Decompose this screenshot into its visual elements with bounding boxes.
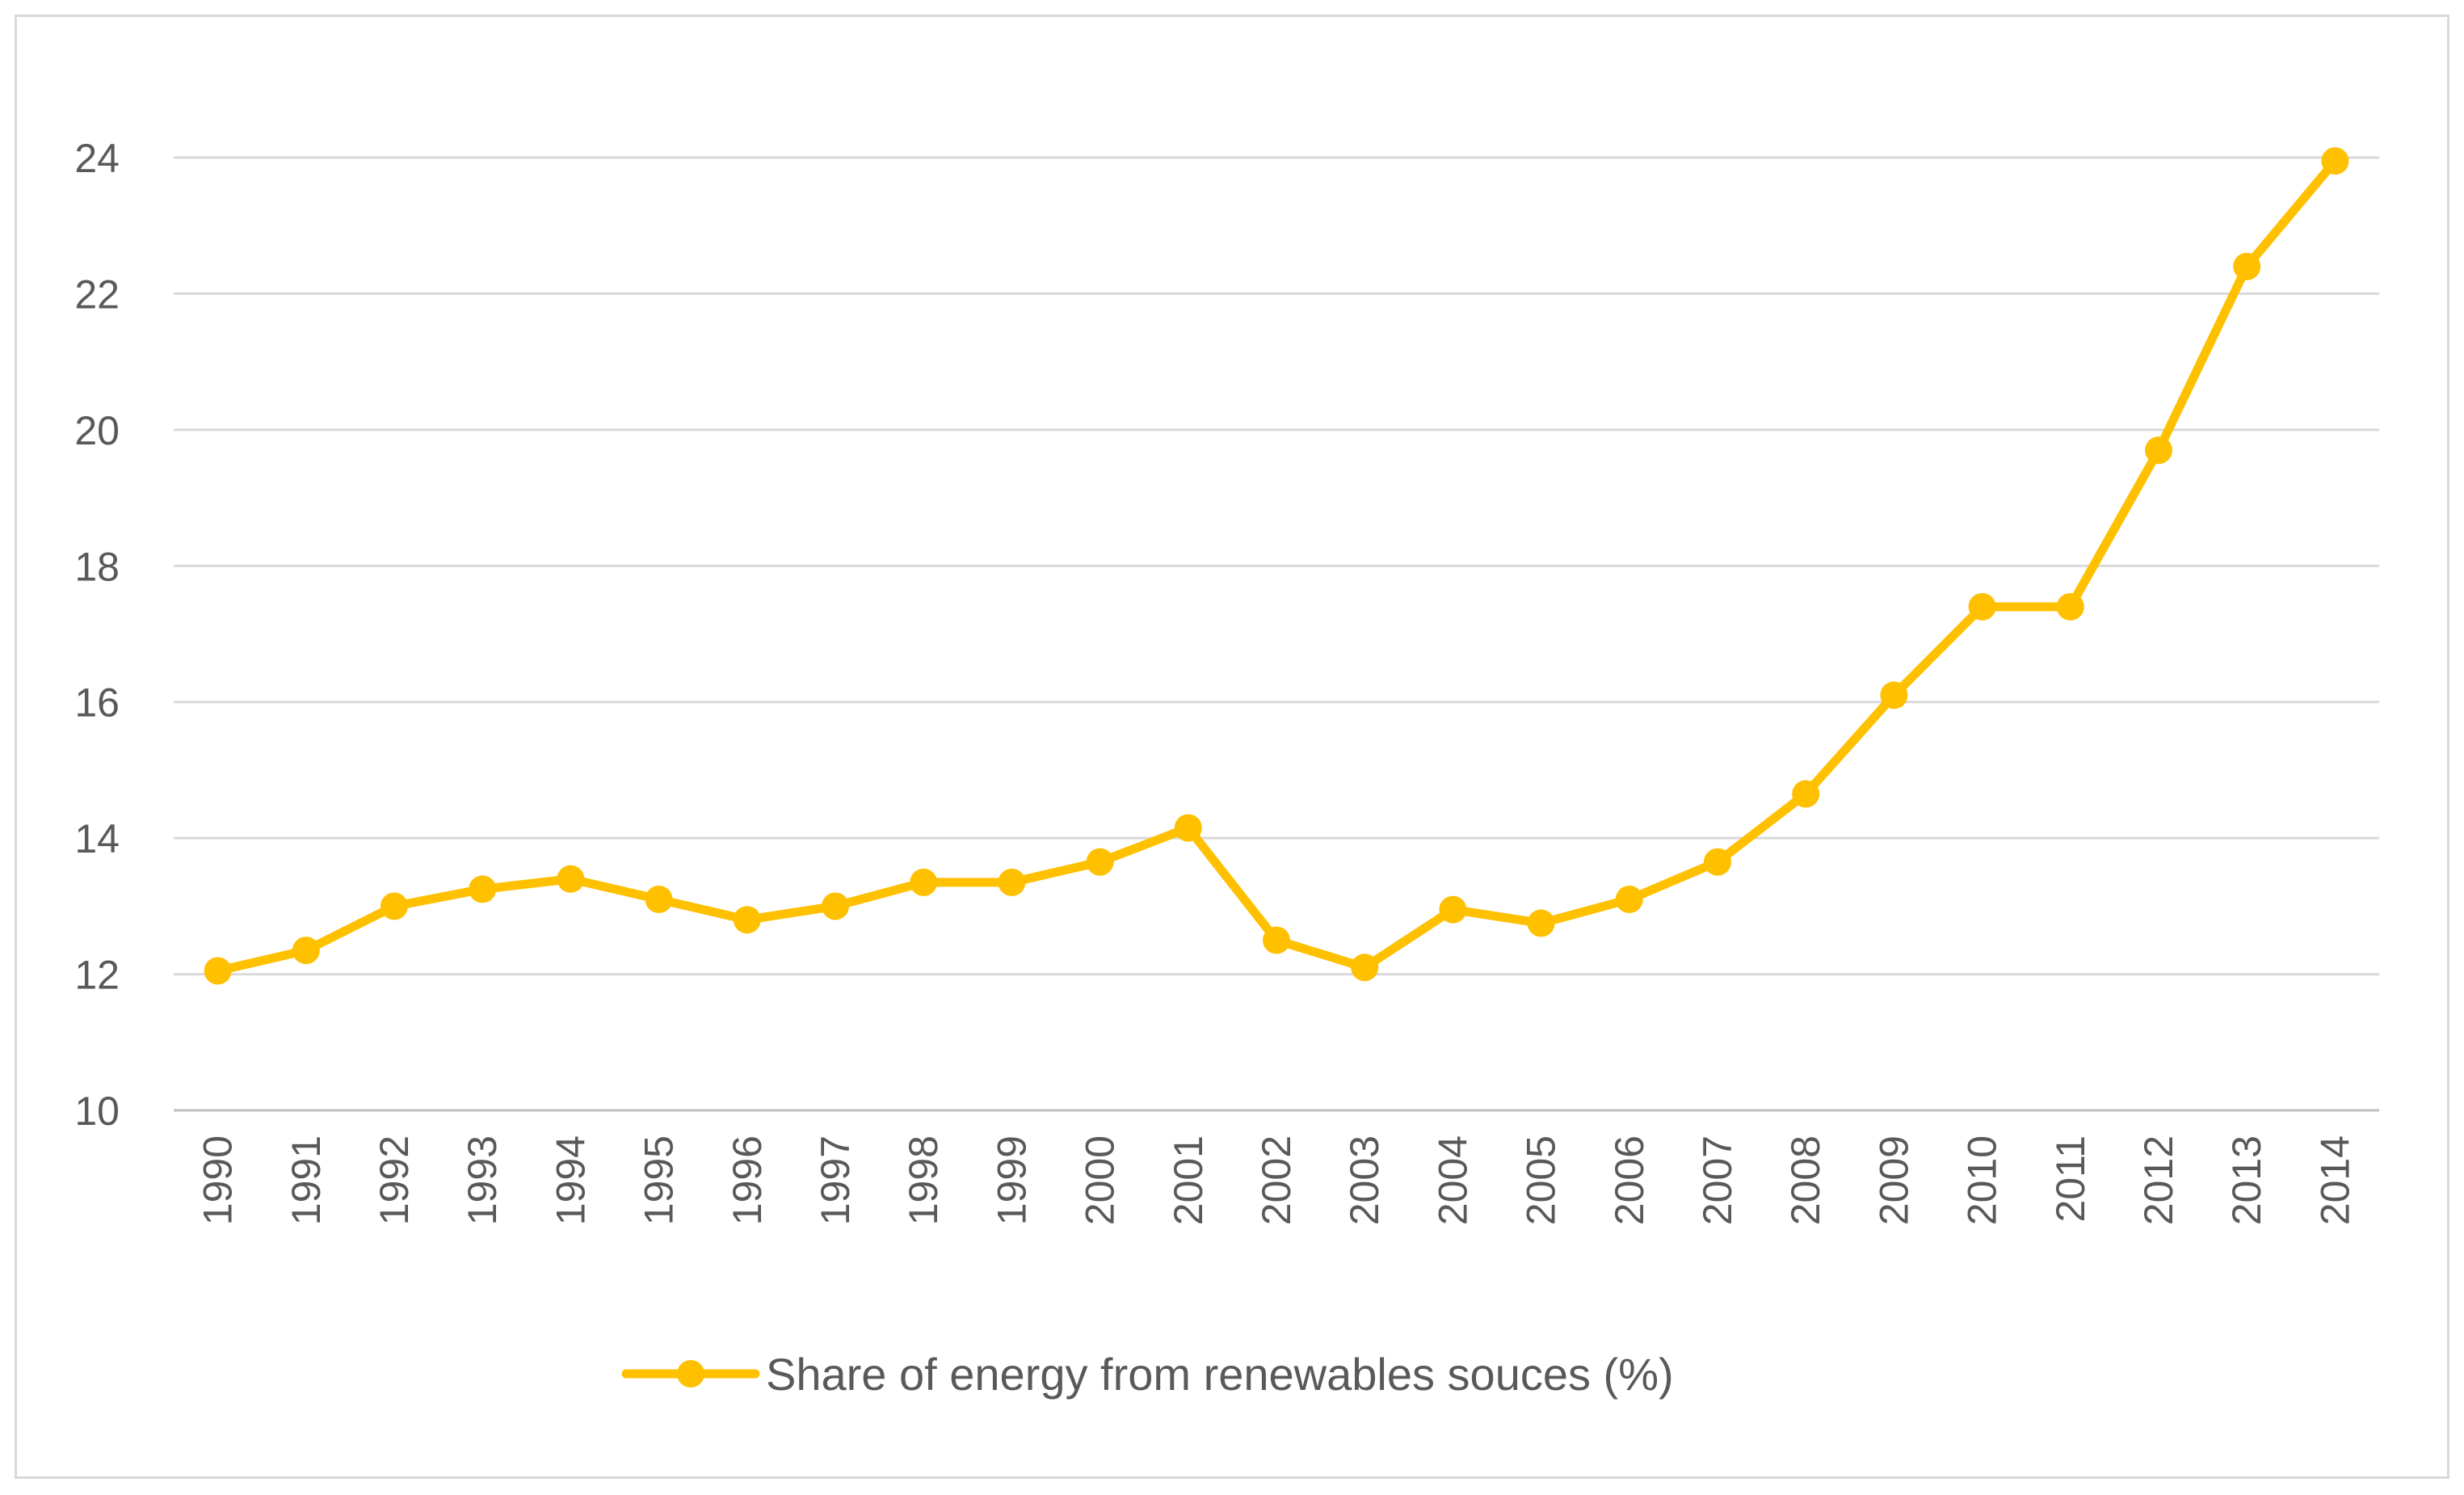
data-point-marker	[292, 937, 320, 965]
x-tick-label: 1992	[372, 1135, 417, 1225]
x-tick-label: 2005	[1519, 1135, 1564, 1225]
data-point-marker	[910, 868, 938, 896]
x-tick-label: 1997	[813, 1135, 858, 1225]
data-point-marker	[1527, 909, 1555, 937]
x-tick-label: 2004	[1430, 1135, 1475, 1225]
data-point-marker	[2233, 252, 2261, 280]
x-tick-label: 2010	[1960, 1135, 2005, 1225]
x-tick-label: 1999	[989, 1135, 1034, 1225]
data-point-marker	[1439, 895, 1467, 924]
x-axis-tick-labels: 1990 1991 1992 1993 1994 1995 1996 1997 1998 1999…	[196, 1135, 2358, 1225]
x-tick-label: 2007	[1695, 1135, 1740, 1225]
x-tick-label: 2008	[1783, 1135, 1828, 1225]
series-layer	[204, 147, 2349, 985]
data-point-marker	[381, 892, 408, 920]
data-point-marker	[1263, 926, 1290, 954]
data-point-marker	[1615, 885, 1643, 913]
y-tick-label: 14	[74, 816, 120, 861]
gridlines	[174, 156, 2379, 976]
data-point-marker	[2321, 147, 2349, 175]
y-tick-label: 20	[74, 408, 120, 453]
x-tick-label: 1994	[548, 1135, 593, 1225]
data-point-marker	[733, 906, 761, 934]
data-point-marker	[1174, 814, 1202, 842]
data-point-marker	[1704, 848, 1731, 876]
x-tick-label: 1995	[637, 1135, 682, 1225]
x-tick-label: 2012	[2136, 1135, 2181, 1225]
data-point-marker	[2145, 436, 2172, 465]
x-tick-label: 1993	[460, 1135, 505, 1225]
x-tick-label: 2011	[2048, 1135, 2093, 1223]
data-point-marker	[469, 875, 497, 903]
y-tick-label: 18	[74, 544, 120, 589]
x-tick-label: 2003	[1342, 1135, 1387, 1225]
legend-label: Share of energy from renewables souces (…	[766, 1349, 1674, 1400]
data-point-marker	[645, 885, 673, 913]
data-point-marker	[1968, 592, 1996, 621]
x-tick-label: 1996	[725, 1135, 770, 1225]
data-point-marker	[204, 957, 232, 985]
x-tick-label: 2000	[1078, 1135, 1123, 1225]
data-point-marker	[1086, 848, 1114, 876]
x-tick-label: 2002	[1254, 1135, 1299, 1225]
x-tick-label: 2006	[1607, 1135, 1652, 1225]
legend-marker-swatch	[677, 1360, 704, 1388]
y-axis-tick-labels: 10 12 14 16 18 20 22 24	[74, 136, 120, 1134]
data-point-marker	[822, 892, 849, 920]
y-tick-label: 24	[74, 136, 120, 181]
x-tick-label: 1998	[901, 1135, 946, 1225]
data-point-marker	[1792, 780, 1820, 808]
data-point-marker	[2056, 592, 2084, 621]
data-point-marker	[1880, 681, 1908, 710]
legend: Share of energy from renewables souces (…	[621, 1349, 1674, 1400]
data-point-marker	[557, 865, 585, 893]
data-point-marker	[998, 868, 1026, 896]
y-tick-label: 12	[74, 953, 120, 998]
data-point-marker	[1351, 954, 1379, 982]
x-tick-label: 2014	[2312, 1135, 2357, 1225]
x-tick-label: 1991	[284, 1135, 329, 1225]
y-tick-label: 22	[74, 272, 120, 317]
x-tick-label: 2001	[1166, 1135, 1211, 1225]
x-tick-label: 2013	[2224, 1135, 2269, 1225]
x-tick-label: 1990	[196, 1135, 241, 1225]
y-tick-label: 16	[74, 680, 120, 726]
chart-frame	[15, 15, 2449, 1479]
y-tick-label: 10	[74, 1089, 120, 1134]
x-tick-label: 2009	[1871, 1135, 1916, 1225]
